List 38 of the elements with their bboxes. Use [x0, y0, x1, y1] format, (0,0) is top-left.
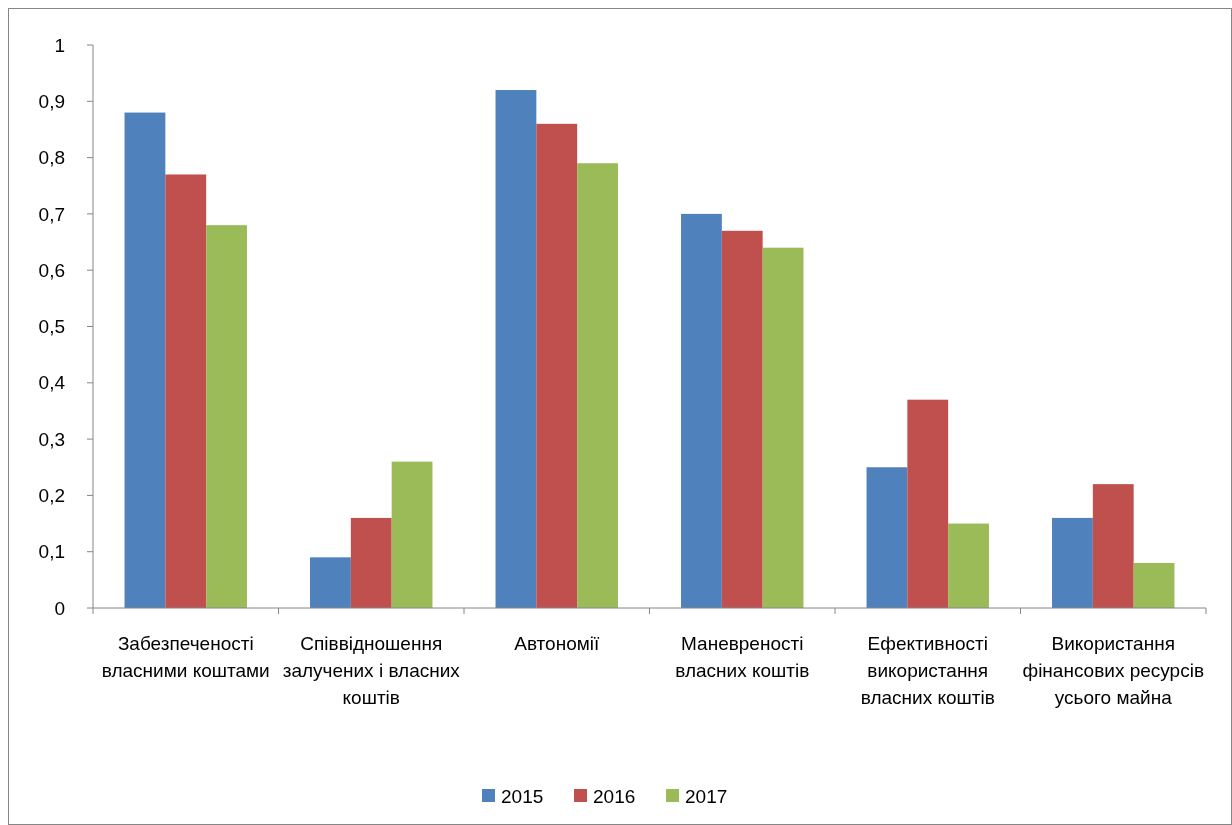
legend-label: 2016 — [593, 785, 636, 807]
x-tick-label: Використання фінансових ресурсів усього майна — [1022, 633, 1204, 708]
bar — [536, 123, 578, 608]
y-tick-label: 0,6 — [38, 259, 65, 281]
bar — [762, 247, 804, 608]
x-tick-label: Ефективності використання власних коштів — [860, 633, 995, 708]
y-tick-label: 0,2 — [38, 485, 65, 507]
y-tick-label: 0,9 — [38, 90, 65, 112]
bar — [681, 213, 722, 608]
y-tick-label: 0,4 — [38, 372, 66, 394]
x-tick-label: Автономії — [514, 633, 600, 654]
y-tick-label: 0 — [54, 597, 65, 619]
bar — [1052, 517, 1093, 608]
bar — [165, 174, 207, 608]
bar — [206, 225, 247, 608]
legend-label: 2015 — [501, 785, 544, 807]
y-tick-label: 0,5 — [38, 316, 65, 338]
bar — [1133, 562, 1175, 608]
bar — [391, 461, 433, 608]
x-tick-label: Забезпеченості власними коштами — [101, 633, 270, 681]
bar — [948, 523, 989, 608]
bar — [124, 112, 166, 608]
bar — [907, 399, 949, 608]
bar — [721, 230, 763, 608]
bar — [866, 467, 908, 608]
bar — [495, 90, 537, 608]
bar — [1092, 484, 1134, 608]
y-tick-label: 0,7 — [38, 203, 65, 225]
bar — [310, 557, 351, 608]
bar — [577, 163, 618, 608]
y-tick-label: 0,8 — [38, 147, 65, 169]
legend-label: 2017 — [685, 785, 728, 807]
x-tick-label: Співвідношення залучених і власних коштів — [282, 633, 461, 708]
x-tick-label: Маневреності власних коштів — [675, 633, 810, 681]
y-tick-label: 0,1 — [38, 541, 65, 563]
y-tick-label: 1 — [54, 34, 65, 56]
bar — [350, 517, 392, 608]
y-tick-label: 0,3 — [38, 428, 65, 450]
